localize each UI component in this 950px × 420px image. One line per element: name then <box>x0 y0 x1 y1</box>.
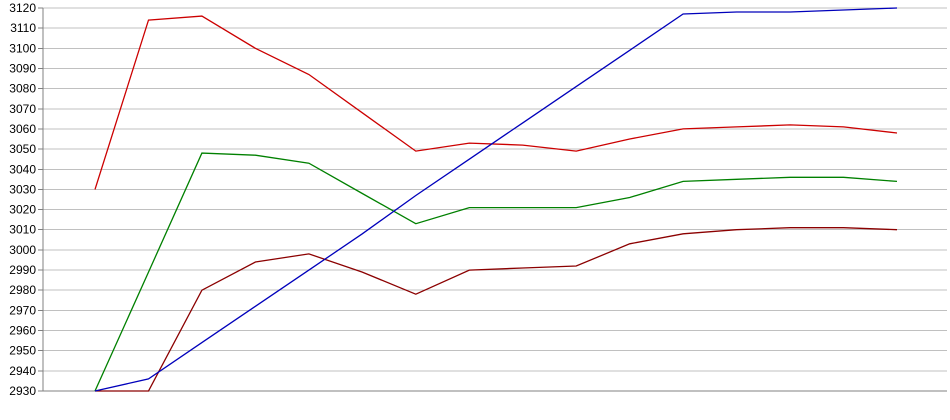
y-axis-tick-label: 2930 <box>9 384 36 398</box>
y-axis-tick-label: 3090 <box>9 61 36 75</box>
y-axis-tick-label: 3070 <box>9 102 36 116</box>
y-axis-tick-label: 3000 <box>9 243 36 257</box>
y-axis-tick-label: 2990 <box>9 263 36 277</box>
y-axis-tick-label: 3030 <box>9 182 36 196</box>
y-axis-tick-label: 3010 <box>9 223 36 237</box>
series-line-blue-series <box>94 7 898 392</box>
y-axis-tick-label: 3110 <box>10 21 36 35</box>
y-axis-tick-label: 3050 <box>9 142 36 156</box>
y-axis-tick-label: 3060 <box>9 122 36 136</box>
y-axis-tick-label: 3100 <box>9 41 36 55</box>
y-axis-tick-label: 3080 <box>9 82 36 96</box>
series-line-green-series <box>94 152 898 392</box>
y-axis-tick-label: 3040 <box>9 162 36 176</box>
y-axis-tick-label: 2970 <box>9 303 36 317</box>
y-axis-tick-label: 3120 <box>9 1 36 15</box>
y-axis-tick-label: 2980 <box>9 283 36 297</box>
series-line-red-series <box>94 15 898 190</box>
y-axis-tick-label: 2940 <box>9 364 36 378</box>
series-line-dark-red-series <box>95 227 898 392</box>
y-axis-tick-label: 2950 <box>9 344 36 358</box>
y-axis-tick-label: 2960 <box>9 324 36 338</box>
y-axis-tick-label: 3020 <box>9 203 36 217</box>
